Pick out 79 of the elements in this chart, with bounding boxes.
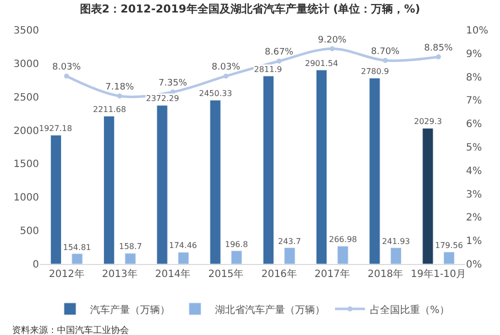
legend-label: 汽车产量（万辆） (90, 304, 170, 316)
bar (210, 100, 221, 264)
data-label: 241.93 (382, 237, 410, 246)
y2-tick-label: 1% (466, 236, 482, 248)
data-label: 8.85% (424, 44, 454, 54)
y-tick-label: 1500 (14, 159, 39, 170)
bar (337, 246, 348, 264)
point (436, 54, 441, 60)
data-label: 2029.3 (414, 117, 442, 126)
y2-tick-label: 2% (466, 212, 482, 224)
data-label: 154.81 (63, 243, 91, 252)
point (382, 58, 388, 63)
chart-title: 图表2：2012-2019年全国及湖北省汽车产量统计 (单位：万辆，%) (80, 2, 420, 16)
point (223, 74, 228, 79)
data-label: 8.03% (212, 62, 241, 73)
data-label: 7.35% (158, 78, 188, 89)
point (64, 74, 70, 79)
y2-tick-label: 10% (466, 26, 488, 36)
y-tick-label: 2000 (14, 126, 39, 137)
data-label: 7.18% (105, 82, 134, 93)
data-label: 9.20% (318, 35, 347, 46)
bar (390, 248, 402, 264)
x-tick-label: 2012年 (48, 268, 84, 280)
bar (231, 250, 242, 264)
y-tick-label: 3500 (14, 26, 39, 36)
y2-tick-label: 5% (466, 142, 482, 154)
bar (104, 116, 115, 264)
data-label: 266.98 (329, 235, 357, 244)
data-label: 8.70% (371, 47, 400, 58)
bar (369, 78, 380, 264)
bar (124, 253, 136, 264)
data-label: 174.46 (169, 241, 197, 250)
bar (284, 247, 296, 264)
bar (444, 252, 455, 264)
y2-tick-label: 3% (466, 189, 482, 200)
bar (50, 134, 62, 264)
y-tick-label: 500 (20, 226, 39, 238)
y2-tick-label: 8% (466, 72, 482, 84)
data-label: 2372.29 (146, 94, 180, 103)
bar (72, 253, 83, 264)
bar (156, 105, 168, 264)
y2-tick-label: 0% (466, 260, 482, 270)
y-tick-label: 3000 (14, 58, 39, 70)
point (117, 93, 122, 98)
x-tick-label: 2014年 (155, 268, 191, 280)
bar (422, 128, 434, 264)
data-label: 179.56 (435, 241, 463, 250)
data-label: 8.67% (264, 48, 294, 58)
x-tick-label: 2015年 (208, 268, 244, 280)
bar (262, 76, 274, 264)
y-tick-label: 0 (32, 260, 39, 270)
point (330, 46, 335, 52)
data-label: 1927.18 (39, 124, 72, 133)
bar (316, 70, 328, 264)
legend-label: 湖北省汽车产量（万辆） (215, 304, 325, 316)
y2-tick-label: 4% (466, 166, 482, 177)
data-label: 243.7 (278, 237, 301, 246)
data-label: 2811.9 (254, 65, 282, 74)
x-tick-label: 2018年 (368, 268, 404, 280)
y-tick-label: 1000 (14, 192, 39, 204)
y-tick-label: 2500 (14, 92, 39, 104)
data-label: 8.03% (52, 62, 82, 73)
data-label: 158.7 (119, 242, 142, 251)
y2-tick-label: 9% (466, 48, 482, 60)
data-label: 2450.33 (199, 89, 232, 98)
y2-tick-label: 6% (466, 119, 482, 130)
data-label: 2780.9 (361, 67, 389, 76)
bar (178, 252, 189, 264)
y2-tick-label: 7% (466, 96, 482, 107)
data-label: 2901.54 (305, 59, 338, 68)
data-label: 196.8 (225, 240, 248, 249)
point (276, 58, 282, 64)
text: 资料来源：中国汽车工业协会 (12, 325, 129, 335)
x-tick-label: 2013年 (102, 268, 138, 280)
x-tick-label: 2017年 (314, 268, 350, 280)
data-label: 2211.68 (93, 105, 126, 114)
x-tick-label: 2016年 (261, 268, 297, 280)
x-tick-label: 19年1-10月 (410, 268, 466, 280)
legend-label: 占全国比重（%） (370, 304, 450, 316)
